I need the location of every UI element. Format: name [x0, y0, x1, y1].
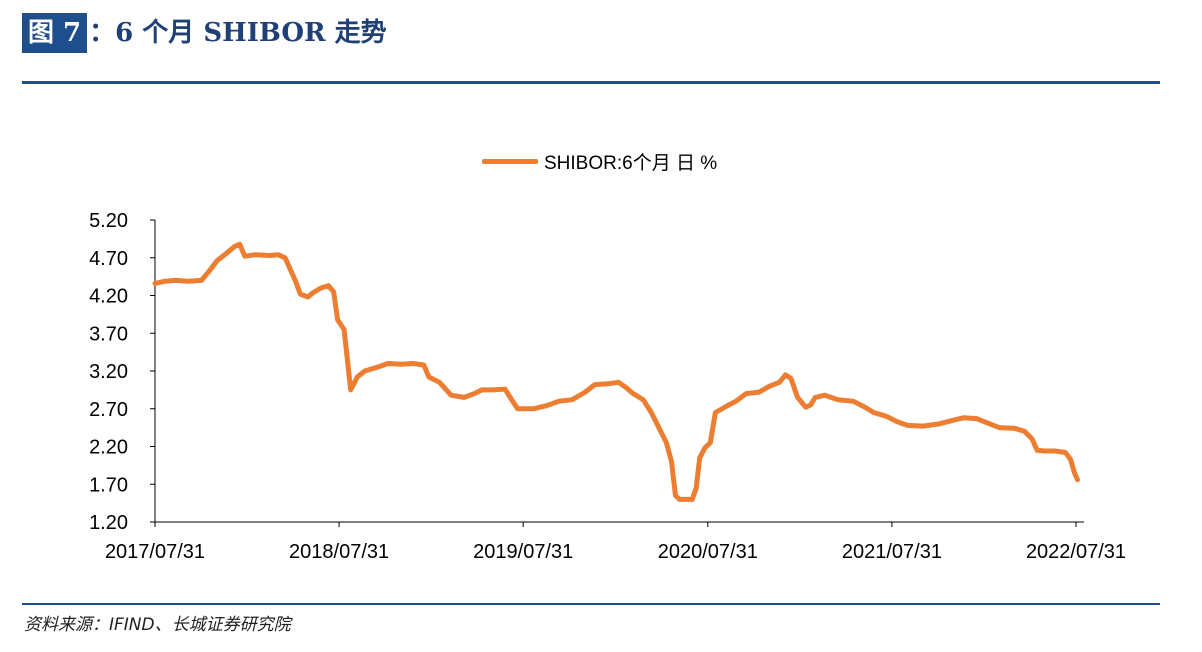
y-tick-label: 2.20 [89, 437, 128, 459]
source-note: 资料来源：IFIND、长城证券研究院 [24, 615, 291, 635]
x-axis-tick-labels: 2017/07/31 2018/07/31 2019/07/31 2020/07/31… [105, 541, 1126, 563]
x-tick-label: 2020/07/31 [658, 541, 758, 563]
x-tick-label: 2021/07/31 [842, 541, 942, 563]
y-tick-label: 2.70 [89, 399, 128, 421]
y-tick-label: 3.20 [89, 361, 128, 383]
series-group [152, 241, 1080, 502]
y-tick-label: 4.20 [89, 286, 128, 308]
y-tick-label: 4.70 [89, 248, 128, 270]
x-tick-label: 2022/07/31 [1026, 541, 1126, 563]
chart-axes [150, 219, 1084, 527]
x-tick-label: 2018/07/31 [289, 541, 389, 563]
x-tick-label: 2017/07/31 [105, 541, 205, 563]
y-tick-label: 1.20 [89, 512, 128, 534]
footer-divider [22, 603, 1160, 605]
header-divider [22, 81, 1160, 84]
figure-title: ：6 个月 SHIBOR 走势 [89, 18, 387, 48]
y-tick-label: 5.20 [89, 210, 128, 232]
figure-number-badge: 图 7 [22, 13, 88, 53]
legend-label: SHIBOR:6个月 日 % [544, 153, 718, 174]
y-tick-label: 3.70 [89, 323, 128, 345]
series-line-shibor-6m [152, 241, 1080, 502]
y-axis-tick-labels: 5.20 4.70 4.20 3.70 3.20 2.70 2.20 1.70 1.20 [89, 210, 128, 534]
figure-title-row: 图 7 ：6 个月 SHIBOR 走势 [22, 12, 387, 54]
y-tick-label: 1.70 [89, 474, 128, 496]
chart-legend: SHIBOR:6个月 日 % [482, 148, 717, 175]
legend-swatch [482, 159, 538, 164]
x-tick-label: 2019/07/31 [473, 541, 573, 563]
